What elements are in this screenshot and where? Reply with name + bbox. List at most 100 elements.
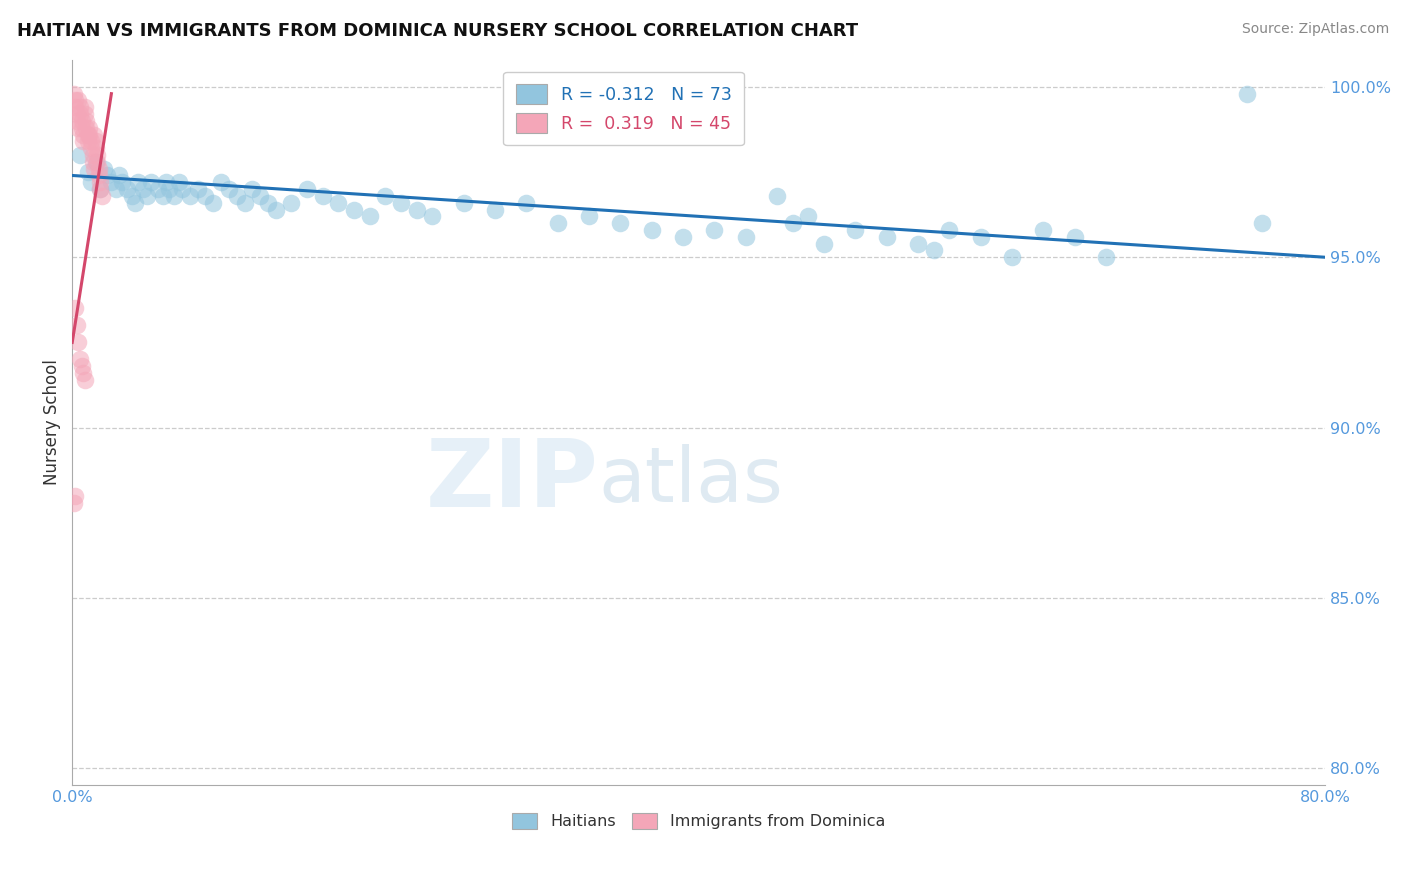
Point xyxy=(73,100,96,114)
Point xyxy=(84,154,107,169)
Point xyxy=(80,135,103,149)
Point xyxy=(1001,250,1024,264)
Point xyxy=(453,195,475,210)
Point xyxy=(115,182,138,196)
Point xyxy=(969,229,991,244)
Point xyxy=(77,128,100,142)
Point xyxy=(96,169,118,183)
Point xyxy=(359,210,381,224)
Point xyxy=(343,202,366,217)
Y-axis label: Nursery School: Nursery School xyxy=(44,359,60,485)
Point xyxy=(405,202,427,217)
Point xyxy=(67,94,90,108)
Point xyxy=(1095,250,1118,264)
Point xyxy=(938,223,960,237)
Point xyxy=(70,114,93,128)
Point xyxy=(484,202,506,217)
Point xyxy=(89,182,111,196)
Point xyxy=(422,210,444,224)
Point xyxy=(734,229,756,244)
Point xyxy=(93,161,115,176)
Text: ZIP: ZIP xyxy=(426,434,599,526)
Point xyxy=(77,135,100,149)
Point xyxy=(131,182,153,196)
Point xyxy=(66,107,89,121)
Point xyxy=(65,489,87,503)
Point xyxy=(257,195,280,210)
Point xyxy=(72,366,94,380)
Point xyxy=(66,318,89,333)
Point xyxy=(312,189,335,203)
Point xyxy=(136,189,159,203)
Point xyxy=(139,175,162,189)
Point xyxy=(82,148,104,162)
Point xyxy=(70,120,93,135)
Point xyxy=(1032,223,1054,237)
Point xyxy=(194,189,217,203)
Point xyxy=(105,182,128,196)
Point xyxy=(225,189,247,203)
Point xyxy=(127,175,149,189)
Point xyxy=(67,120,90,135)
Point xyxy=(79,128,101,142)
Point xyxy=(89,175,111,189)
Point xyxy=(641,223,664,237)
Point xyxy=(163,189,186,203)
Point xyxy=(72,135,94,149)
Point xyxy=(389,195,412,210)
Point xyxy=(75,114,97,128)
Point xyxy=(75,120,97,135)
Point xyxy=(69,107,91,121)
Point xyxy=(609,216,631,230)
Point xyxy=(62,87,84,101)
Point xyxy=(515,195,537,210)
Point xyxy=(547,216,569,230)
Point xyxy=(155,175,177,189)
Point xyxy=(65,301,87,316)
Point xyxy=(907,236,929,251)
Point xyxy=(876,229,898,244)
Point xyxy=(84,135,107,149)
Point xyxy=(295,182,318,196)
Legend: Haitians, Immigrants from Dominica: Haitians, Immigrants from Dominica xyxy=(506,806,891,836)
Point xyxy=(111,175,134,189)
Point xyxy=(374,189,396,203)
Point xyxy=(77,165,100,179)
Point xyxy=(80,175,103,189)
Point xyxy=(148,182,170,196)
Point xyxy=(782,216,804,230)
Text: atlas: atlas xyxy=(599,443,783,517)
Point xyxy=(1236,87,1258,101)
Point xyxy=(703,223,725,237)
Point xyxy=(79,120,101,135)
Point xyxy=(240,182,263,196)
Point xyxy=(86,154,108,169)
Point xyxy=(233,195,256,210)
Point xyxy=(73,373,96,387)
Point xyxy=(80,141,103,155)
Point xyxy=(1251,216,1274,230)
Point xyxy=(672,229,695,244)
Point xyxy=(328,195,350,210)
Point xyxy=(844,223,866,237)
Point xyxy=(578,210,600,224)
Point xyxy=(170,182,193,196)
Point xyxy=(124,195,146,210)
Point xyxy=(70,359,93,374)
Point xyxy=(91,189,114,203)
Point xyxy=(84,141,107,155)
Point xyxy=(73,107,96,121)
Point xyxy=(72,128,94,142)
Point xyxy=(249,189,271,203)
Point xyxy=(922,244,945,258)
Point xyxy=(66,114,89,128)
Point xyxy=(202,195,225,210)
Point xyxy=(108,169,131,183)
Point xyxy=(179,189,201,203)
Text: Source: ZipAtlas.com: Source: ZipAtlas.com xyxy=(1241,22,1389,37)
Point xyxy=(797,210,820,224)
Point xyxy=(89,182,111,196)
Point xyxy=(67,335,90,350)
Point xyxy=(280,195,302,210)
Point xyxy=(65,94,87,108)
